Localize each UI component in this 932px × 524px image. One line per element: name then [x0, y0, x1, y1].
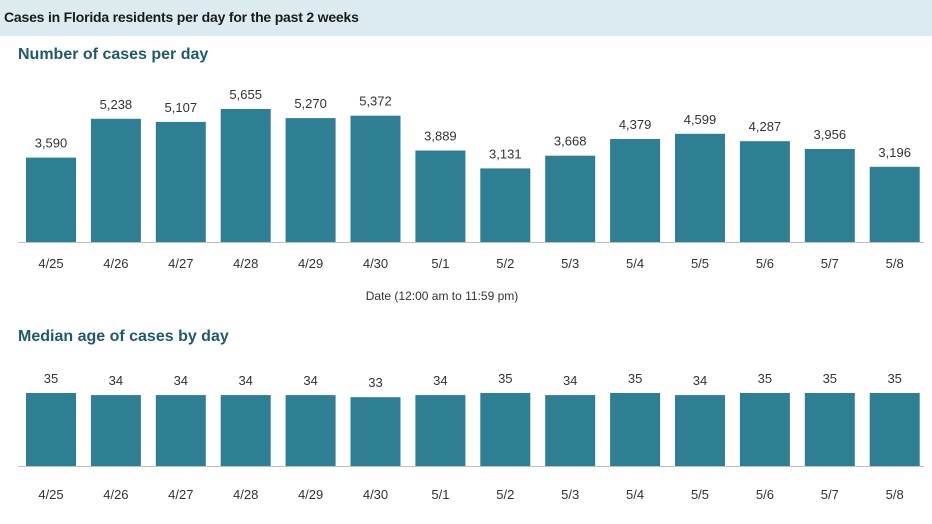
chart1-tick-label-0: 4/25	[38, 256, 63, 271]
chart1-bar-5	[350, 115, 401, 242]
chart1-value-label-13: 3,196	[878, 145, 911, 160]
chart2-tick-label-11: 5/6	[756, 487, 774, 502]
chart1-tick-label-12: 5/7	[821, 256, 839, 271]
chart1-tick-label-4: 4/29	[298, 256, 323, 271]
chart1-bar-1	[90, 118, 141, 242]
chart1-xlabel: Date (12:00 am to 11:59 pm)	[366, 289, 519, 303]
chart1-tick-label-2: 4/27	[168, 256, 193, 271]
chart2-value-label-5: 33	[368, 375, 382, 390]
chart2-tick-label-6: 5/1	[431, 487, 449, 502]
chart2-tick-label-13: 5/8	[886, 487, 904, 502]
chart1-bar-7	[480, 168, 531, 242]
chart2-bar-3	[220, 395, 271, 466]
chart2-value-label-0: 35	[44, 371, 58, 386]
chart2-bar-8	[545, 395, 596, 466]
chart1-bar-9	[610, 139, 661, 242]
chart2-value-label-1: 34	[109, 373, 123, 388]
chart2-title: Median age of cases by day	[18, 328, 229, 345]
chart2-bar-9	[610, 393, 661, 466]
chart1-bar-4	[285, 118, 336, 242]
chart2-bar-0	[26, 393, 76, 466]
chart2-bar-13	[869, 393, 920, 466]
chart1-value-label-8: 3,668	[554, 134, 587, 149]
chart2-value-label-3: 34	[238, 373, 252, 388]
chart1-bar-8	[545, 155, 596, 242]
chart2-tick-label-7: 5/2	[496, 487, 514, 502]
chart1-title: Number of cases per day	[18, 46, 209, 63]
chart2-tick-label-9: 5/4	[626, 487, 644, 502]
chart1-tick-label-7: 5/2	[496, 256, 514, 271]
chart2-value-label-2: 34	[174, 373, 188, 388]
chart1-bar-11	[739, 141, 790, 242]
page-title: Cases in Florida residents per day for t…	[4, 9, 359, 25]
chart2-bar-11	[739, 393, 790, 466]
chart1-value-label-0: 3,590	[35, 136, 68, 151]
chart2-value-label-8: 34	[563, 373, 577, 388]
chart2-tick-label-10: 5/5	[691, 487, 709, 502]
chart2-bar-12	[804, 393, 855, 466]
chart1-bar-12	[804, 149, 855, 242]
chart1-value-label-4: 5,270	[294, 96, 327, 111]
chart1-value-label-10: 4,599	[684, 112, 717, 127]
chart2-value-label-10: 34	[693, 373, 707, 388]
chart2-bar-6	[415, 395, 466, 466]
chart1-value-label-12: 3,956	[814, 127, 847, 142]
chart2-bar-7	[480, 393, 531, 466]
chart2-value-label-9: 35	[628, 371, 642, 386]
chart1-tick-label-13: 5/8	[886, 256, 904, 271]
chart1-value-label-9: 4,379	[619, 117, 652, 132]
chart2-bar-1	[90, 395, 141, 466]
chart2-tick-label-5: 4/30	[363, 487, 388, 502]
chart2-value-label-7: 35	[498, 371, 512, 386]
chart1-tick-label-6: 5/1	[431, 256, 449, 271]
chart2-tick-label-12: 5/7	[821, 487, 839, 502]
chart1-value-label-5: 5,372	[359, 94, 392, 109]
chart1-bar-3	[220, 109, 271, 242]
chart1-bar-0	[26, 157, 76, 242]
chart1-value-label-3: 5,655	[229, 87, 262, 102]
chart1-value-label-2: 5,107	[165, 100, 198, 115]
chart2-value-label-12: 35	[823, 371, 837, 386]
chart2-bar-5	[350, 397, 401, 466]
chart2-value-label-11: 35	[758, 371, 772, 386]
chart2-tick-label-4: 4/29	[298, 487, 323, 502]
chart1-bar-13	[869, 166, 920, 242]
chart1-value-label-1: 5,238	[100, 97, 133, 112]
chart1-tick-label-5: 4/30	[363, 256, 388, 271]
chart2-bar-10	[675, 395, 725, 466]
chart2-value-label-6: 34	[433, 373, 447, 388]
chart1-bar-6	[415, 150, 466, 242]
chart2-tick-label-0: 4/25	[38, 487, 63, 502]
chart2-value-label-13: 35	[887, 371, 901, 386]
chart1-tick-label-3: 4/28	[233, 256, 258, 271]
chart1-value-label-7: 3,131	[489, 146, 522, 161]
chart1-tick-label-1: 4/26	[103, 256, 128, 271]
chart1-tick-label-8: 5/3	[561, 256, 579, 271]
chart2-value-label-4: 34	[303, 373, 317, 388]
chart2-bar-2	[155, 395, 206, 466]
chart2-bar-4	[285, 395, 336, 466]
chart2-tick-label-3: 4/28	[233, 487, 258, 502]
chart1-bar-10	[675, 133, 725, 242]
chart1-bar-2	[155, 121, 206, 242]
chart2-tick-label-8: 5/3	[561, 487, 579, 502]
chart1-tick-label-10: 5/5	[691, 256, 709, 271]
header-banner: Cases in Florida residents per day for t…	[0, 0, 932, 36]
chart1-tick-label-9: 5/4	[626, 256, 644, 271]
chart1-value-label-11: 4,287	[749, 119, 782, 134]
chart2-tick-label-2: 4/27	[168, 487, 193, 502]
chart1-tick-label-11: 5/6	[756, 256, 774, 271]
chart1-value-label-6: 3,889	[424, 129, 457, 144]
chart2-tick-label-1: 4/26	[103, 487, 128, 502]
